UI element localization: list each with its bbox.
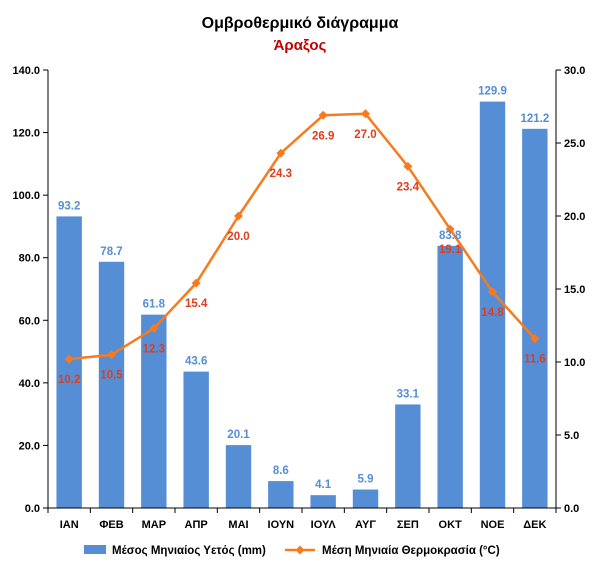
rainfall-bars	[56, 101, 548, 508]
rain-value-label-10: 83.8	[439, 230, 462, 242]
rain-value-label-12: 121.2	[520, 113, 549, 125]
rain-value-label-3: 61.8	[143, 299, 166, 311]
temperature-value-label-3: 12.3	[143, 343, 165, 355]
temperature-value-label-5: 20.0	[227, 231, 249, 243]
category-label-10: ΟΚΤ	[439, 519, 463, 531]
category-labels: ΙΑΝ ΦΕΒ ΜΑΡ ΑΠΡ ΜΑΙ ΙΟΥΝ ΙΟΥΛ ΑΥΓ ΣΕΠ ΟΚΤ ΝΟΕ ΔΕΚ	[47, 508, 557, 531]
temperature-value-label-9: 23.4	[397, 181, 420, 193]
category-label-9: ΣΕΠ	[397, 519, 419, 531]
temperature-marker-11	[488, 287, 497, 297]
rain-value-label-9: 33.1	[397, 388, 420, 400]
rain-bar-4	[183, 371, 209, 508]
rain-value-label-2: 78.7	[100, 246, 122, 258]
left-tick-label-6: 120.0	[12, 128, 40, 140]
right-tick-label-3: 15.0	[564, 284, 585, 296]
temperature-data-labels: 10.2 10.5 12.3 15.4 20.0 24.3 26.9 27.0 23.4 19.1…	[58, 129, 546, 386]
rain-bar-9	[395, 404, 421, 508]
category-label-2: ΦΕΒ	[99, 519, 123, 531]
temperature-value-label-10: 19.1	[439, 244, 462, 256]
left-tick-label-2: 40.0	[19, 378, 40, 390]
legend: Μέσος Μηνιαίος Υετός (mm) Μέση Μηνιαία Θ…	[84, 545, 500, 557]
rain-bar-12	[522, 128, 548, 508]
rain-bar-7	[310, 495, 336, 508]
temperature-marker-3	[149, 323, 159, 333]
rain-value-label-7: 4.1	[315, 479, 332, 491]
legend-temperature-marker	[295, 545, 305, 555]
right-tick-label-2: 10.0	[564, 357, 585, 369]
right-tick-label-6: 30.0	[564, 65, 585, 77]
temperature-value-label-11: 14.8	[481, 307, 504, 319]
rain-bar-8	[352, 489, 379, 508]
left-tick-label-3: 60.0	[19, 315, 40, 327]
temperature-marker-9	[403, 161, 413, 171]
category-label-12: ΔΕΚ	[523, 519, 546, 531]
category-label-11: ΝΟΕ	[481, 519, 505, 531]
left-tick-label-4: 80.0	[19, 253, 40, 265]
rain-bar-11	[479, 101, 506, 508]
temperature-line	[69, 112, 536, 361]
left-tick-label-1: 20.0	[19, 440, 40, 452]
left-axis-ticks: 0.0 20.0 40.0 60.0 80.0 100.0 120.0 140.0	[12, 65, 48, 515]
left-tick-label-7: 140.0	[12, 65, 40, 77]
temperature-marker-5	[234, 211, 243, 221]
temperature-value-label-6: 24.3	[270, 168, 292, 180]
temperature-marker-10	[445, 224, 455, 234]
rain-bar-3	[141, 314, 167, 508]
left-tick-label-0: 0.0	[25, 503, 40, 515]
chart-title: Ομβροθερμικό διάγραμμα	[202, 15, 399, 32]
chart-subtitle: Άραξος	[274, 37, 327, 54]
temperature-value-label-12: 11.6	[524, 354, 546, 366]
category-label-8: ΑΥΓ	[355, 519, 376, 531]
right-tick-label-4: 20.0	[564, 211, 585, 223]
rain-bar-2	[98, 261, 125, 508]
temperature-marker-7	[318, 110, 328, 120]
rain-value-label-1: 93.2	[58, 200, 80, 212]
temperature-line-group	[64, 109, 540, 364]
category-label-7: ΙΟΥΛ	[311, 519, 337, 531]
rain-value-label-8: 5.9	[358, 474, 374, 486]
rain-value-label-5: 20.1	[227, 429, 250, 441]
rain-value-label-6: 8.6	[273, 465, 289, 477]
temperature-value-label-8: 27.0	[354, 129, 376, 141]
right-tick-label-0: 0.0	[564, 503, 579, 515]
rain-bar-10	[437, 245, 463, 508]
category-label-3: ΜΑΡ	[142, 519, 166, 531]
legend-rainfall-swatch	[84, 545, 106, 554]
temperature-marker-2	[107, 350, 116, 360]
temperature-value-label-2: 10.5	[100, 370, 123, 382]
left-tick-label-5: 100.0	[12, 190, 40, 202]
right-tick-label-1: 5.0	[564, 430, 579, 442]
temperature-marker-12	[530, 334, 540, 344]
rain-value-label-11: 129.9	[478, 86, 507, 98]
category-label-1: ΙΑΝ	[60, 519, 79, 531]
rain-bar-6	[268, 481, 294, 508]
temperature-marker-4	[191, 278, 201, 288]
category-label-4: ΑΠΡ	[185, 519, 208, 531]
right-axis-ticks: 0.0 5.0 10.0 15.0 20.0 25.0 30.0	[556, 65, 585, 515]
legend-temperature-label: Μέση Μηνιαία Θερμοκρασία (°C)	[322, 545, 500, 557]
temperature-value-label-7: 26.9	[312, 130, 334, 142]
rain-bar-5	[225, 445, 252, 508]
category-label-5: ΜΑΙ	[228, 519, 248, 531]
right-tick-label-5: 25.0	[564, 138, 585, 150]
temperature-marker-8	[361, 109, 370, 119]
temperature-marker-1	[64, 354, 74, 364]
temperature-value-label-4: 15.4	[185, 298, 208, 310]
rain-value-label-4: 43.6	[185, 356, 207, 368]
temperature-marker-6	[276, 148, 286, 158]
rainfall-data-labels: 93.2 78.7 61.8 43.6 20.1 8.6 4.1 5.9 33.1 83.8 129…	[58, 86, 549, 492]
category-label-6: ΙΟΥΝ	[268, 519, 295, 531]
legend-rainfall-label: Μέσος Μηνιαίος Υετός (mm)	[112, 545, 266, 557]
temperature-value-label-1: 10.2	[58, 374, 80, 386]
